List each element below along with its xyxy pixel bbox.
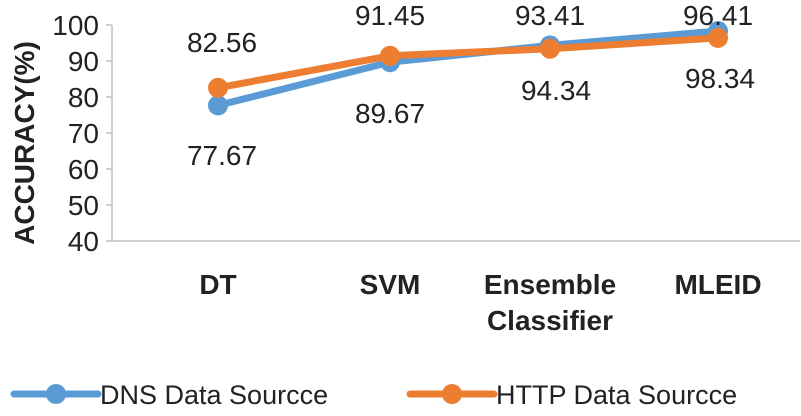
legend-label-http: HTTP Data Sourcce [496, 380, 737, 410]
dns-data-label: 77.67 [187, 140, 257, 171]
x-tick-label: SVM [360, 269, 421, 300]
http-point [540, 38, 560, 59]
dns-data-label: 98.34 [685, 63, 755, 94]
dns-data-label: 89.67 [355, 98, 425, 129]
http-point [208, 77, 228, 98]
y-tick-label: 80 [68, 82, 99, 113]
x-tick-label: Ensemble Classifier [484, 269, 616, 336]
y-tick-label: 60 [68, 154, 99, 185]
legend-label-dns: DNS Data Sourcce [100, 380, 328, 410]
y-tick-label: 70 [68, 118, 99, 149]
http-point [380, 45, 400, 66]
http-data-label: 96.41 [683, 0, 753, 31]
http-data-label: 82.56 [187, 27, 257, 58]
x-tick-label: MLEID [674, 269, 761, 300]
y-tick-label: 50 [68, 190, 99, 221]
http-point [708, 27, 728, 48]
legend-marker-dns [46, 384, 66, 404]
dns-point [208, 95, 228, 116]
http-data-label: 91.45 [355, 0, 425, 31]
http-data-label: 93.41 [515, 0, 585, 31]
y-axis-title: ACCURACY(%) [9, 41, 40, 245]
y-tick-label: 90 [68, 46, 99, 77]
series-line-http [214, 34, 722, 92]
x-tick-label: DT [199, 269, 236, 300]
y-tick-label: 100 [52, 10, 99, 41]
legend-marker-http [442, 384, 462, 404]
dns-data-label: 94.34 [521, 75, 591, 106]
y-tick-label: 40 [68, 226, 99, 257]
